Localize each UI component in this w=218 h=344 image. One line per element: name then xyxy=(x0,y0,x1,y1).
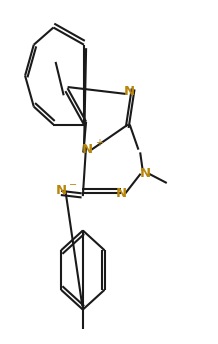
Text: N: N xyxy=(55,184,67,197)
Text: −: − xyxy=(69,180,77,190)
Text: N: N xyxy=(124,85,135,98)
Text: N: N xyxy=(115,187,127,200)
Text: +: + xyxy=(95,138,104,149)
Text: N: N xyxy=(82,143,93,156)
Text: N: N xyxy=(139,167,151,180)
